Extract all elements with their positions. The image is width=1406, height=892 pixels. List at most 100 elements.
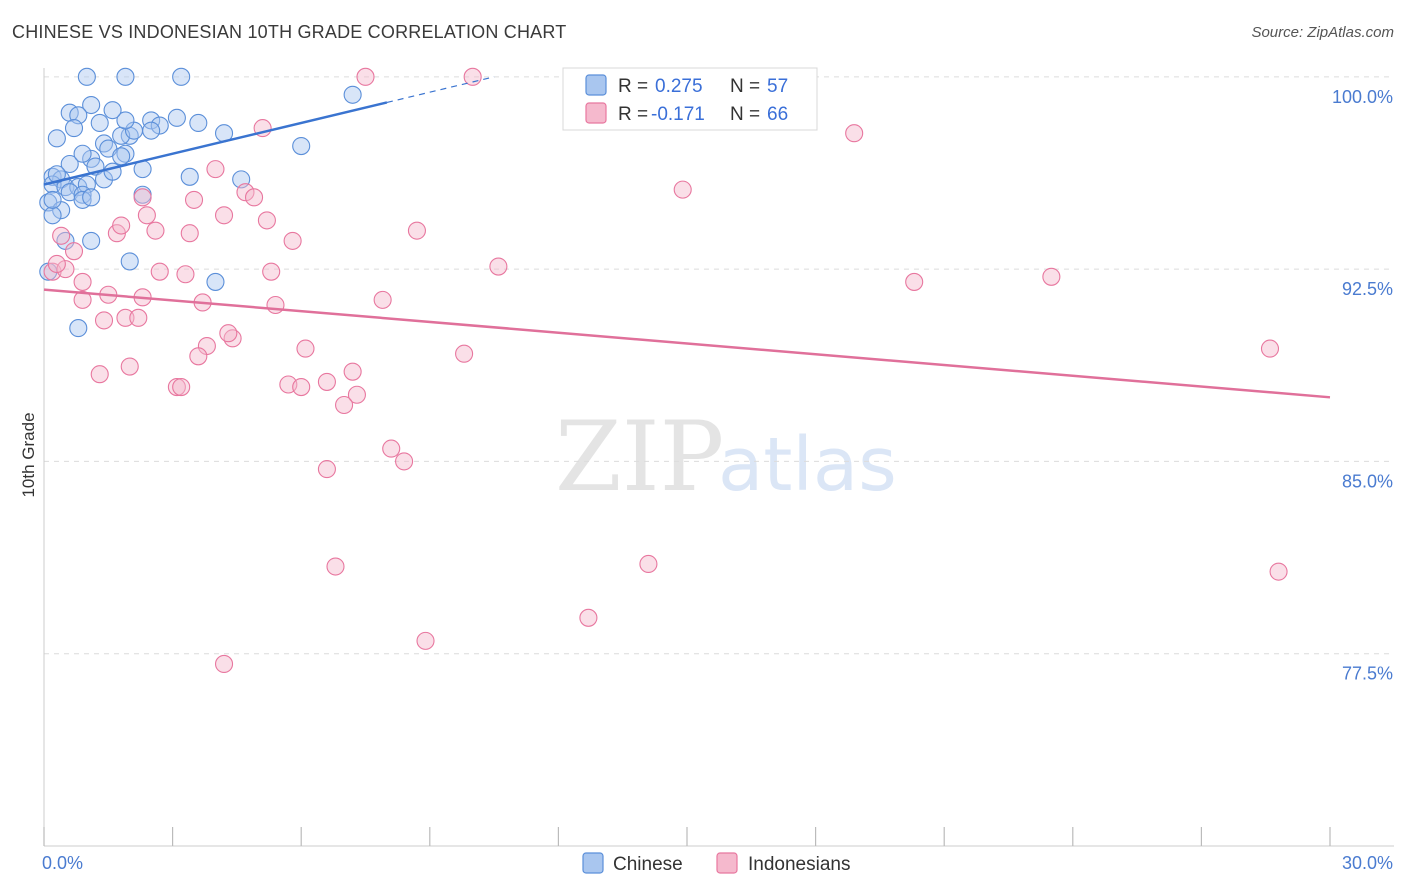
chinese-point-54 [47,165,66,184]
indonesians-point-46 [120,357,139,376]
indonesians-point-53 [292,378,311,397]
indonesians-point-8 [244,188,264,207]
indonesians-point-33 [266,295,285,315]
indonesians-point-21 [56,260,75,279]
chinese-point-20 [343,85,362,104]
indonesians-point-50 [167,378,186,397]
trend-lines [43,76,1331,399]
indonesians-point-62 [579,608,598,627]
chinese-point-5 [90,113,109,133]
chinese-point-4 [82,95,101,115]
bottom-legend-chinese: Chinese [613,854,683,875]
chinese-point-16 [150,116,169,135]
data-points [39,67,1288,674]
legend-n-value-1: 57 [767,76,788,97]
chinese-point-42 [82,188,101,207]
legend-n-value-2: 66 [767,104,788,125]
legend-r-label-2: R = [618,104,648,125]
indonesians-point-57 [395,452,414,471]
indonesians-point-49 [343,362,362,381]
chinese-point-19 [292,136,311,156]
y-tick-label-3: 77.5% [1342,664,1393,684]
legend-swatch-chinese [585,74,607,96]
y-tick-labels: 100.0% 92.5% 85.0% 77.5% [1332,87,1393,684]
legend-swatch-indonesians [585,102,607,124]
watermark-zip: ZIP [555,401,724,513]
indonesians-point-37 [116,308,135,327]
indonesians-point-18 [52,226,71,245]
watermark: ZIP atlas [555,401,897,513]
y-axis-label: 10th Grade [19,412,38,497]
indonesians-point-42 [296,339,315,358]
indonesians-point-35 [73,290,92,309]
chinese-point-56 [103,101,122,120]
indonesians-point-43 [189,347,208,366]
indonesians-point-13 [180,224,199,243]
indonesians-point-51 [172,378,191,397]
indonesians-point-27 [905,272,924,291]
chinese-point-1 [116,67,135,86]
indonesians-point-48 [317,372,336,391]
chinese-point-44 [82,231,101,250]
indonesians-point-5 [673,180,692,199]
x-tick-labels: 0.0% 30.0% [42,853,1393,873]
chinese-point-53 [142,121,161,140]
chinese-point-51 [116,111,135,130]
legend-n-label-2: N = [730,104,760,125]
indonesians-point-58 [317,460,336,479]
legend-r-value-2: -0.171 [651,104,705,125]
indonesians-point-25 [262,262,281,281]
chinese-point-45 [120,252,139,271]
indonesians-point-64 [214,654,234,674]
indonesians-point-17 [283,231,302,250]
indonesians-point-63 [416,631,435,650]
indonesians-point-0 [356,67,375,86]
indonesians-point-3 [845,124,864,143]
bottom-swatch-indonesians [716,852,738,874]
indonesians-point-40 [219,324,238,343]
indonesians-point-9 [184,190,204,209]
indonesians-point-36 [94,311,114,330]
bottom-swatch-chinese [582,852,604,874]
y-tick-label-2: 85.0% [1342,471,1393,491]
indonesians-point-56 [382,439,401,458]
indonesians-point-10 [137,206,156,225]
axes [43,68,1394,847]
indonesians-point-6 [133,188,152,207]
y-tick-label-0: 100.0% [1332,87,1393,107]
indonesians-point-23 [150,262,169,281]
legend-r-label-1: R = [618,76,648,97]
x-tick-label-0: 0.0% [42,853,83,873]
indonesians-point-14 [407,221,426,240]
y-tick-label-1: 92.5% [1342,279,1393,299]
indonesians-point-15 [214,206,234,225]
indonesians-point-28 [1042,267,1061,286]
legend-n-label-1: N = [730,76,760,97]
chinese-point-46 [206,272,225,291]
chart-title: CHINESE VS INDONESIAN 10TH GRADE CORRELA… [12,22,567,42]
chinese-point-49 [112,147,131,166]
indonesians-point-54 [347,385,366,404]
chinese-point-36 [180,167,199,186]
indonesians-point-24 [176,265,195,284]
indonesians-point-45 [1260,339,1280,358]
indonesians-point-65 [112,216,131,235]
indonesians-point-55 [335,395,354,415]
indonesians-point-44 [455,344,474,363]
indonesians-trend-line [43,288,1331,399]
legend-r-value-1: 0.275 [655,76,703,97]
indonesians-point-59 [326,557,345,576]
stats-legend: R = 0.275 N = 57 R = -0.171 N = 66 [562,67,818,131]
source-label: Source: ZipAtlas.com [1251,24,1394,41]
series-legend: Chinese Indonesians [582,852,850,875]
watermark-atlas: atlas [718,422,897,508]
chinese-point-7 [142,111,161,130]
indonesians-point-38 [129,308,148,327]
chinese-point-8 [167,108,186,127]
indonesians-point-26 [489,257,508,276]
chinese-point-52 [73,144,92,163]
indonesians-point-34 [373,290,392,309]
chinese-point-55 [43,190,62,209]
chinese-point-22 [60,154,79,174]
